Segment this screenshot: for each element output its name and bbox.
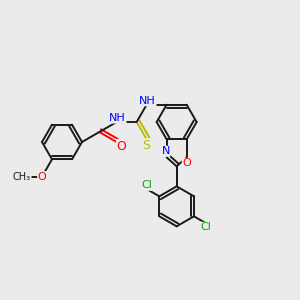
- Text: O: O: [117, 140, 127, 152]
- Text: NH: NH: [109, 113, 126, 123]
- Text: CH₃: CH₃: [13, 172, 31, 182]
- Text: Cl: Cl: [142, 180, 153, 190]
- Text: N: N: [161, 146, 170, 156]
- Text: O: O: [38, 172, 46, 182]
- Text: Cl: Cl: [201, 222, 212, 232]
- Text: O: O: [182, 158, 191, 168]
- Text: NH: NH: [139, 96, 156, 106]
- Text: S: S: [142, 139, 150, 152]
